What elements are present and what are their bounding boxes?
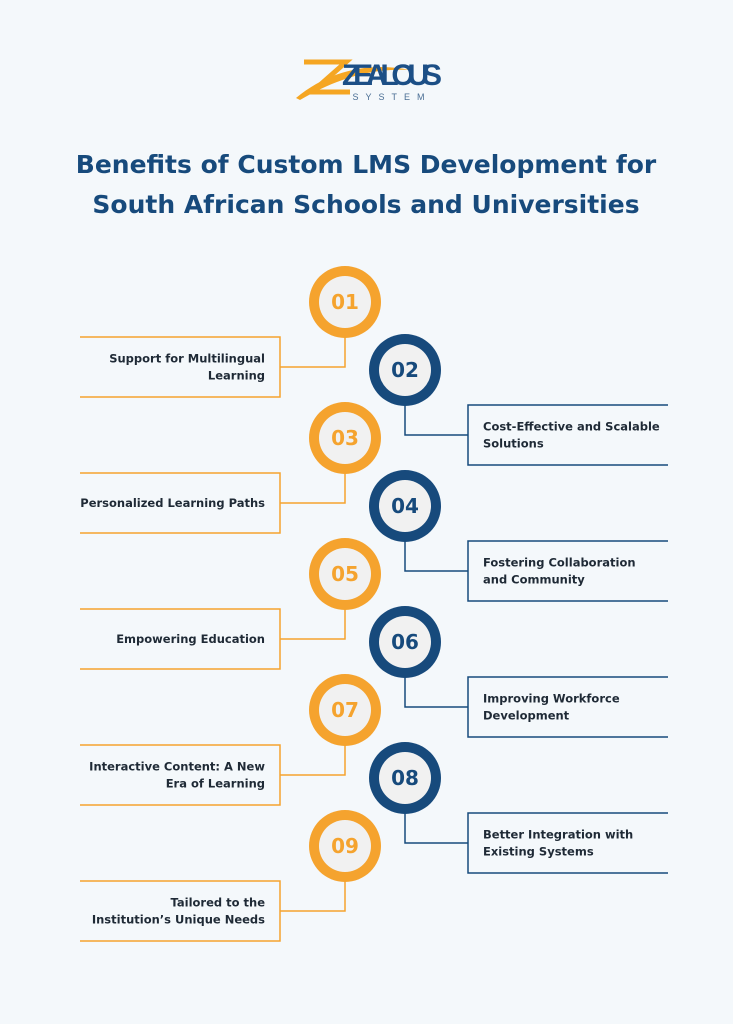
connector bbox=[404, 539, 468, 572]
item-number: 03 bbox=[331, 426, 359, 450]
item-label: Learning bbox=[208, 369, 265, 383]
item-label: Development bbox=[483, 709, 570, 723]
item-box bbox=[467, 404, 668, 466]
benefit-item: 09 Tailored to the Institution’s Unique Ne… bbox=[80, 810, 381, 942]
item-label: Era of Learning bbox=[166, 777, 265, 791]
item-label: Institution’s Unique Needs bbox=[92, 913, 265, 927]
item-box bbox=[80, 744, 281, 806]
number-inner bbox=[319, 684, 371, 736]
item-number: 01 bbox=[331, 290, 359, 314]
item-box bbox=[467, 540, 668, 602]
connector bbox=[404, 811, 468, 844]
item-label: Personalized Learning Paths bbox=[80, 496, 265, 510]
number-inner bbox=[379, 344, 431, 396]
item-number: 05 bbox=[331, 562, 359, 586]
item-number: 06 bbox=[391, 630, 419, 654]
item-label: and Community bbox=[483, 573, 585, 587]
connector bbox=[280, 743, 346, 776]
item-number: 04 bbox=[391, 494, 419, 518]
logo: ZEALOUS SYSTEM bbox=[296, 59, 442, 102]
logo-z bbox=[304, 59, 353, 95]
number-inner bbox=[319, 820, 371, 872]
item-label: Better Integration with bbox=[483, 828, 633, 842]
item-label: Solutions bbox=[483, 437, 544, 451]
item-label: Empowering Education bbox=[116, 632, 265, 646]
number-inner bbox=[319, 548, 371, 600]
item-box bbox=[467, 676, 668, 738]
item-number: 02 bbox=[391, 358, 419, 382]
item-box bbox=[80, 336, 281, 398]
item-label: Improving Workforce bbox=[483, 692, 620, 706]
logo-tagline: SYSTEM bbox=[352, 92, 431, 102]
benefit-item: 07 Interactive Content: A New Era of Learn… bbox=[80, 674, 381, 806]
number-inner bbox=[319, 276, 371, 328]
item-label: Existing Systems bbox=[483, 845, 594, 859]
title-line: Benefits of Custom LMS Development for bbox=[76, 150, 657, 179]
item-box bbox=[467, 812, 668, 874]
benefit-item: 06 Improving Workforce Development bbox=[369, 606, 668, 738]
item-label: Cost-Effective and Scalable bbox=[483, 420, 660, 434]
item-label: Tailored to the bbox=[171, 896, 266, 910]
item-number: 08 bbox=[391, 766, 419, 790]
logo-name: ZEALOUS bbox=[342, 59, 442, 92]
connector bbox=[404, 675, 468, 708]
number-inner bbox=[379, 616, 431, 668]
benefit-item: 03 Personalized Learning Paths bbox=[80, 402, 381, 534]
item-number: 09 bbox=[331, 834, 359, 858]
benefit-item: 05 Empowering Education bbox=[80, 538, 381, 670]
title-line: South African Schools and Universities bbox=[92, 190, 639, 219]
benefit-item: 01 Support for Multilingual Learning bbox=[80, 266, 381, 398]
connector bbox=[280, 471, 346, 504]
number-inner bbox=[379, 752, 431, 804]
item-label: Fostering Collaboration bbox=[483, 556, 636, 570]
item-number: 07 bbox=[331, 698, 359, 722]
connector bbox=[280, 607, 346, 640]
number-inner bbox=[319, 412, 371, 464]
benefit-item: 02 Cost-Effective and Scalable Solutions bbox=[369, 334, 668, 466]
item-label: Interactive Content: A New bbox=[89, 760, 265, 774]
item-label: Support for Multilingual bbox=[109, 352, 265, 366]
connector bbox=[280, 879, 346, 912]
item-box bbox=[80, 880, 281, 942]
items: 01 Support for Multilingual Learning 02 Cost… bbox=[80, 266, 668, 942]
connector bbox=[280, 335, 346, 368]
number-inner bbox=[379, 480, 431, 532]
connector bbox=[404, 403, 468, 436]
benefit-item: 04 Fostering Collaboration and Community bbox=[369, 470, 668, 602]
benefit-item: 08 Better Integration with Existing System… bbox=[369, 742, 668, 874]
